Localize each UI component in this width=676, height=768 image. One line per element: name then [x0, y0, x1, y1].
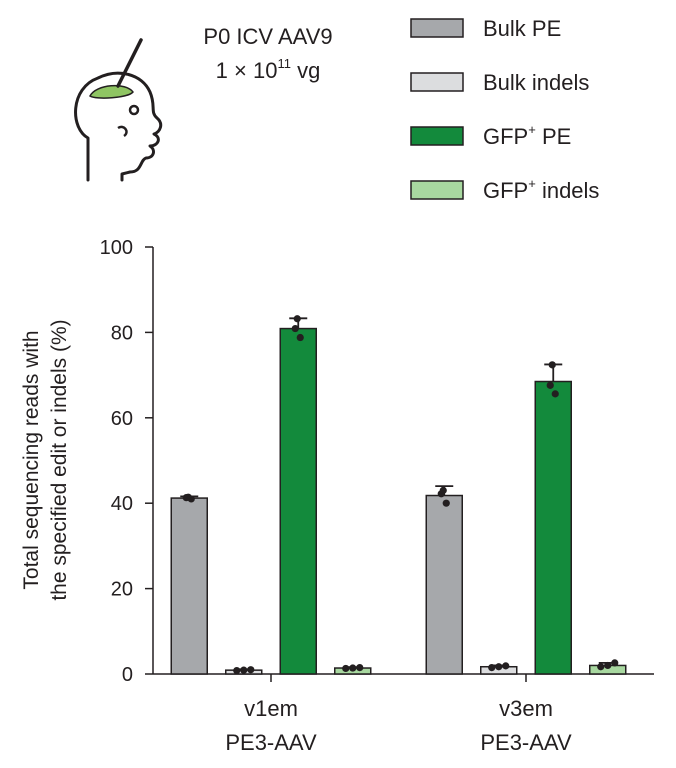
eye-icon [128, 104, 140, 116]
data-point-1-2-1 [442, 499, 450, 507]
head-injection-illustration [74, 38, 163, 182]
data-point-3-1-1 [296, 333, 304, 342]
data-point-3-2-2 [546, 381, 554, 389]
bar-3-2 [534, 380, 572, 675]
legend-label-4: GFP+ indels [483, 176, 599, 203]
data-point-3-2-3 [548, 361, 556, 369]
data-point-4-1-2 [349, 664, 357, 672]
y-tick-label-100: 100 [100, 237, 133, 259]
y-tick-label-60: 60 [111, 408, 133, 430]
data-point-2-2-1 [488, 663, 496, 672]
y-tick-label-0: 0 [122, 664, 133, 686]
axes: 0 20 40 60 80 100 v1em PE3-AAV v3em PE3-AAV [100, 237, 654, 755]
legend-label-2: Bulk indels [483, 70, 589, 95]
data-point-2-1-2 [240, 666, 248, 674]
injection-needle-icon [116, 38, 143, 88]
head-outline-icon [74, 71, 163, 182]
legend-label-1: Bulk PE [483, 16, 561, 41]
legend-swatch-2 [410, 72, 464, 92]
legend-swatch-4 [410, 180, 464, 200]
y-tick-label-40: 40 [111, 493, 133, 515]
data-point-4-2-2 [604, 661, 612, 670]
header-line1: P0 ICV AAV9 [203, 24, 332, 49]
x-tick-label-1-line2: PE3-AAV [225, 730, 317, 755]
y-tick-label-20: 20 [111, 579, 133, 601]
data-point-4-1-3 [356, 663, 364, 672]
y-tick-label-80: 80 [111, 322, 133, 344]
data-point-2-2-3 [502, 662, 510, 670]
legend: Bulk PE Bulk indels GFP+ PE GFP+ indels [410, 16, 599, 203]
header-line2-exp: 11 [277, 56, 291, 71]
legend-swatch-3 [410, 126, 464, 146]
data-point-4-2-1 [597, 663, 605, 671]
y-axis-label-line1: Total sequencing reads with [20, 330, 43, 589]
y-axis-label-line2: the specified edit or indels (%) [48, 319, 71, 600]
header-line2: 1 × 1011 vg [216, 56, 321, 83]
legend-swatch-1 [410, 18, 464, 38]
legend-label-3: GFP+ PE [483, 122, 571, 149]
data-point-2-1-1 [233, 666, 241, 675]
data-point-4-1-1 [342, 664, 350, 673]
bar-1-2 [425, 494, 463, 675]
bar-3-1 [279, 327, 317, 675]
header-line2-unit: vg [291, 58, 320, 83]
data-point-3-2-1 [551, 390, 559, 398]
data-point-2-2-2 [495, 663, 503, 671]
data-point-2-1-3 [247, 666, 255, 674]
x-tick-label-2-line2: PE3-AAV [480, 730, 572, 755]
data-point-3-1-2 [291, 324, 299, 333]
header-line2-base: 1 × 10 [216, 58, 278, 83]
data-point-3-1-3 [293, 315, 301, 323]
brain-green-icon [89, 84, 134, 99]
bars [170, 327, 627, 675]
data-points [182, 315, 619, 675]
ear-icon [117, 125, 128, 138]
data-point-4-2-3 [611, 659, 619, 667]
x-tick-label-1-line1: v1em [244, 696, 298, 721]
data-point-1-1-3 [184, 493, 192, 501]
data-point-1-2-3 [439, 486, 447, 494]
bar-1-1 [170, 497, 208, 675]
x-tick-label-2-line1: v3em [499, 696, 553, 721]
